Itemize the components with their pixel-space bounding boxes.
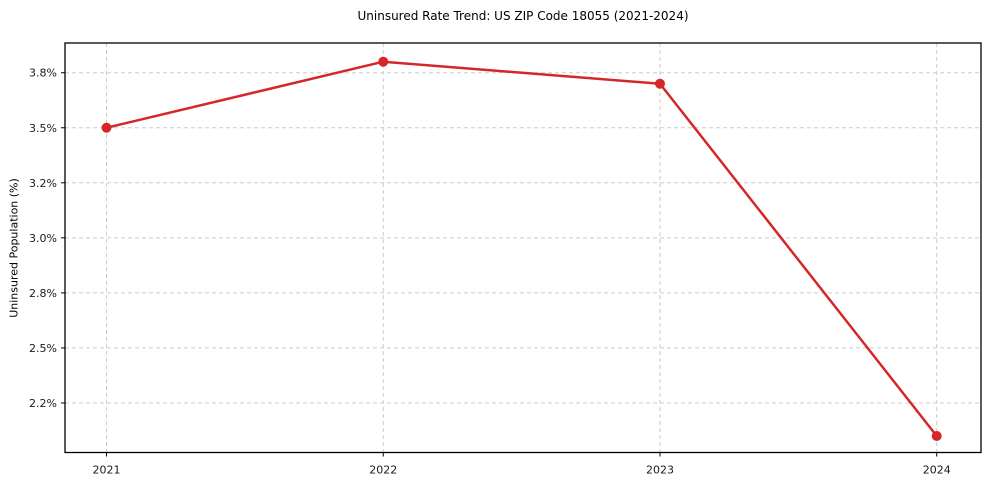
x-tick-label: 2023: [646, 464, 674, 477]
data-point-marker: [931, 430, 942, 441]
axis-ticks: 2.2% 2.5% 2.8% 3.0% 3.2% 3.5% 3.8% 2021 2022 2023…: [29, 67, 951, 477]
y-tick-label: 2.2%: [29, 397, 57, 410]
y-tick-label: 3.0%: [29, 232, 57, 245]
y-tick-label: 2.5%: [29, 342, 57, 355]
x-tick-label: 2022: [369, 464, 397, 477]
trend-line: [105, 60, 938, 438]
x-tick-label: 2024: [923, 464, 951, 477]
y-tick-label: 3.2%: [29, 177, 57, 190]
data-point-marker: [654, 78, 665, 89]
x-tick-label: 2021: [93, 464, 121, 477]
data-point-marker: [101, 122, 112, 133]
plot-border: [64, 42, 982, 454]
data-points: [101, 56, 942, 441]
y-tick-label: 3.5%: [29, 122, 57, 135]
data-point-marker: [378, 56, 389, 67]
grid-lines: [65, 43, 981, 453]
chart-title: Uninsured Rate Trend: US ZIP Code 18055 …: [357, 9, 689, 23]
y-tick-label: 3.8%: [29, 67, 57, 80]
y-tick-label: 2.8%: [29, 287, 57, 300]
